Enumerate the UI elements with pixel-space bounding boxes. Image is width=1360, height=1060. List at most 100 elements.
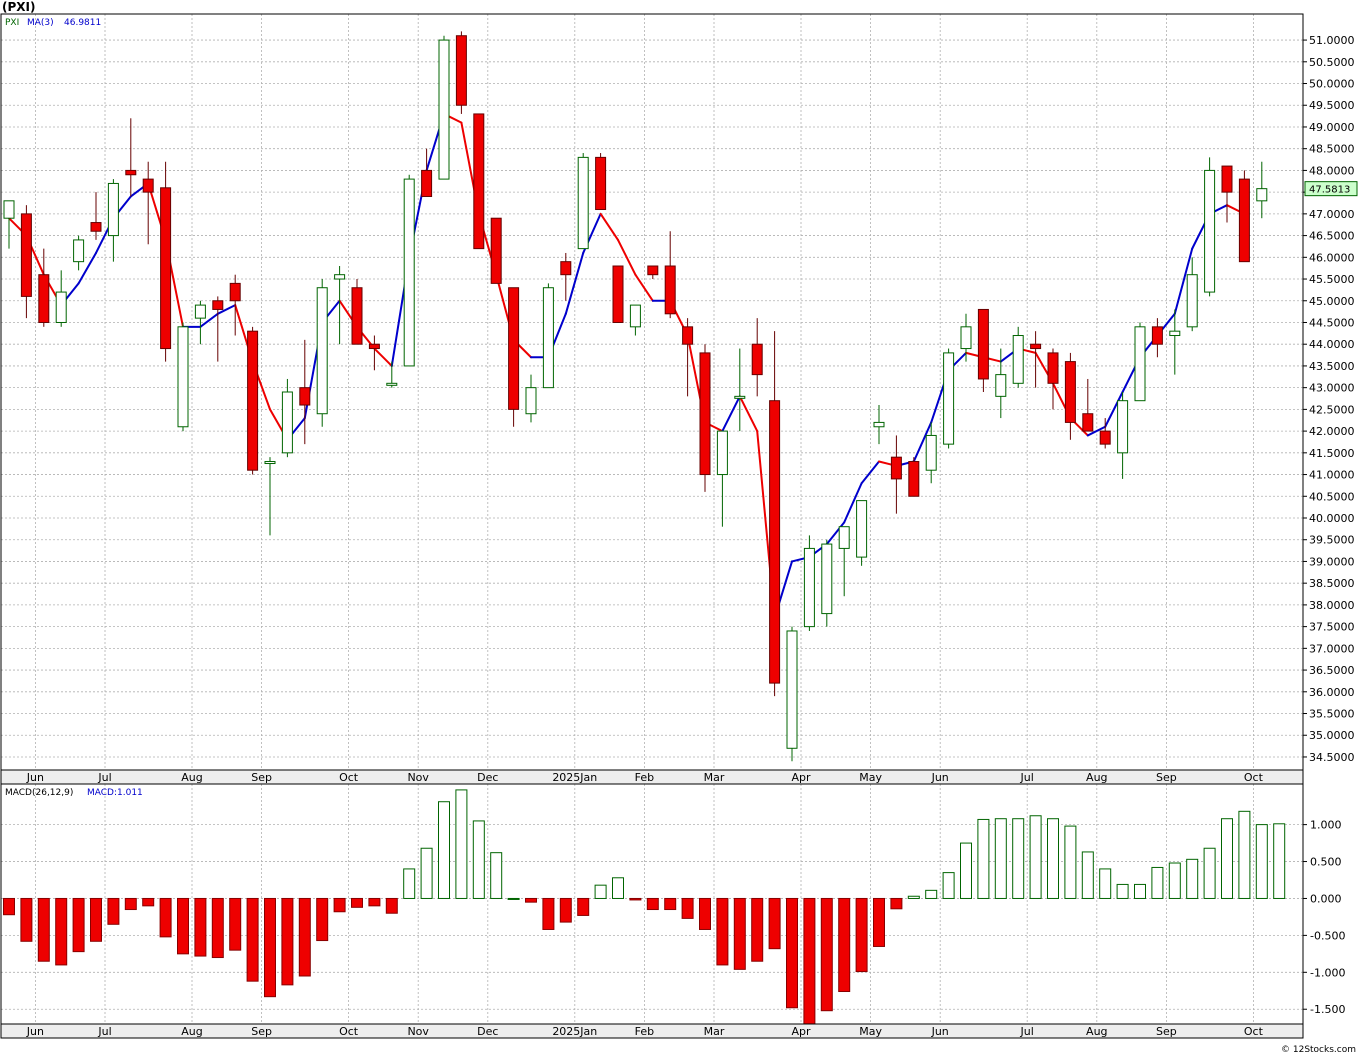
candle-body [699, 352, 711, 476]
macd-bar [403, 868, 416, 899]
candle [229, 274, 241, 336]
candle [1117, 392, 1129, 479]
ma-line-segment [617, 238, 637, 276]
macd-bar [159, 897, 172, 938]
macd-bar [72, 897, 85, 953]
macd-bar [646, 897, 659, 911]
macd-bar [1151, 866, 1164, 899]
price-y-tick-label: 38.5000 [1309, 577, 1355, 590]
macd-bar [542, 897, 555, 930]
candle [1204, 157, 1216, 297]
price-y-tick-label: 39.0000 [1309, 555, 1355, 568]
candle [299, 339, 311, 445]
macd-bar [820, 897, 833, 1012]
candle [1099, 418, 1111, 449]
macd-bar [838, 897, 851, 993]
candle-body [908, 461, 920, 497]
candle [873, 405, 885, 445]
ma-line-segment [1104, 391, 1124, 428]
price-x-label: Jun [26, 771, 44, 784]
price-y-tick-label: 41.5000 [1309, 447, 1355, 460]
candle-body [612, 265, 624, 323]
macd-bar [142, 897, 155, 907]
macd-bar [681, 897, 694, 919]
candle [1238, 170, 1250, 263]
macd-x-label: Jun [931, 1025, 949, 1038]
candle-body [386, 382, 398, 386]
macd-bar [699, 897, 711, 930]
candle [647, 265, 659, 280]
candle [403, 174, 415, 367]
macd-bar [664, 897, 677, 911]
candle [1082, 378, 1094, 432]
price-y-tick-label: 43.5000 [1309, 360, 1355, 373]
candle [177, 322, 189, 432]
macd-bar [107, 897, 120, 925]
price-y-tick-label: 35.5000 [1309, 708, 1355, 721]
price-y-tick-label: 39.5000 [1309, 534, 1355, 547]
candle [542, 283, 554, 389]
price-y-tick-label: 50.0000 [1309, 78, 1355, 91]
macd-bar [855, 897, 868, 973]
macd-x-label: Aug [181, 1025, 202, 1038]
price-y-tick-label: 47.0000 [1309, 208, 1355, 221]
price-x-label: Jul [1020, 771, 1034, 784]
macd-bar [629, 897, 642, 901]
candle [612, 265, 624, 323]
macd-y-tick-label: 0.500 [1310, 856, 1342, 869]
candle-body [229, 282, 241, 302]
candle-body [925, 434, 937, 471]
candle [577, 153, 589, 250]
candle-body [1221, 165, 1233, 193]
candle-body [786, 630, 798, 749]
price-y-tick-label: 44.5000 [1309, 316, 1355, 329]
candle [629, 304, 641, 336]
macd-x-label: Dec [477, 1025, 498, 1038]
macd-x-label: 2025Jan [552, 1025, 597, 1038]
candle [751, 318, 763, 397]
macd-bar [1255, 824, 1268, 899]
candle [1256, 161, 1268, 219]
candle [368, 335, 380, 371]
candle [977, 308, 989, 392]
macd-y-tick-label: -0.500 [1310, 929, 1345, 942]
macd-bar [211, 897, 224, 959]
macd-bar [472, 820, 485, 899]
candle [55, 270, 67, 327]
chart-title: (PXI) [2, 0, 35, 14]
macd-bar [90, 897, 102, 942]
macd-bar [507, 897, 520, 900]
macd-bar [1081, 851, 1094, 899]
candle [20, 205, 32, 319]
macd-bar [907, 895, 920, 899]
candle-body [1151, 326, 1163, 345]
ma-line-segment [721, 395, 741, 433]
candle-body [995, 374, 1007, 397]
macd-bar [1134, 883, 1146, 899]
candle-body [769, 400, 781, 684]
macd-bar [1203, 847, 1216, 899]
candle [38, 248, 50, 327]
macd-x-label: Mar [704, 1025, 725, 1038]
macd-bar [124, 897, 137, 911]
ma-line-segment [912, 421, 933, 463]
price-x-label: Mar [704, 771, 725, 784]
candle-body [821, 543, 833, 615]
ma-line-segment [1173, 247, 1194, 315]
candle-body [194, 304, 206, 319]
candle [1012, 326, 1024, 388]
macd-x-label: Aug [1086, 1025, 1107, 1038]
macd-y-tick-label: 0.000 [1310, 892, 1342, 905]
macd-bar [942, 872, 955, 899]
legend-ma-label: MA(3) [27, 18, 54, 28]
macd-bar [1116, 883, 1129, 899]
macd-y-tick-label: -1.500 [1310, 1003, 1345, 1016]
macd-x-label: Jul [1020, 1025, 1034, 1038]
macd-bar [1186, 858, 1199, 899]
candle-body [647, 265, 659, 276]
ma-line-segment [843, 482, 863, 524]
candle [90, 192, 102, 240]
macd-bar [925, 889, 938, 899]
price-y-tick-label: 35.0000 [1309, 729, 1355, 742]
